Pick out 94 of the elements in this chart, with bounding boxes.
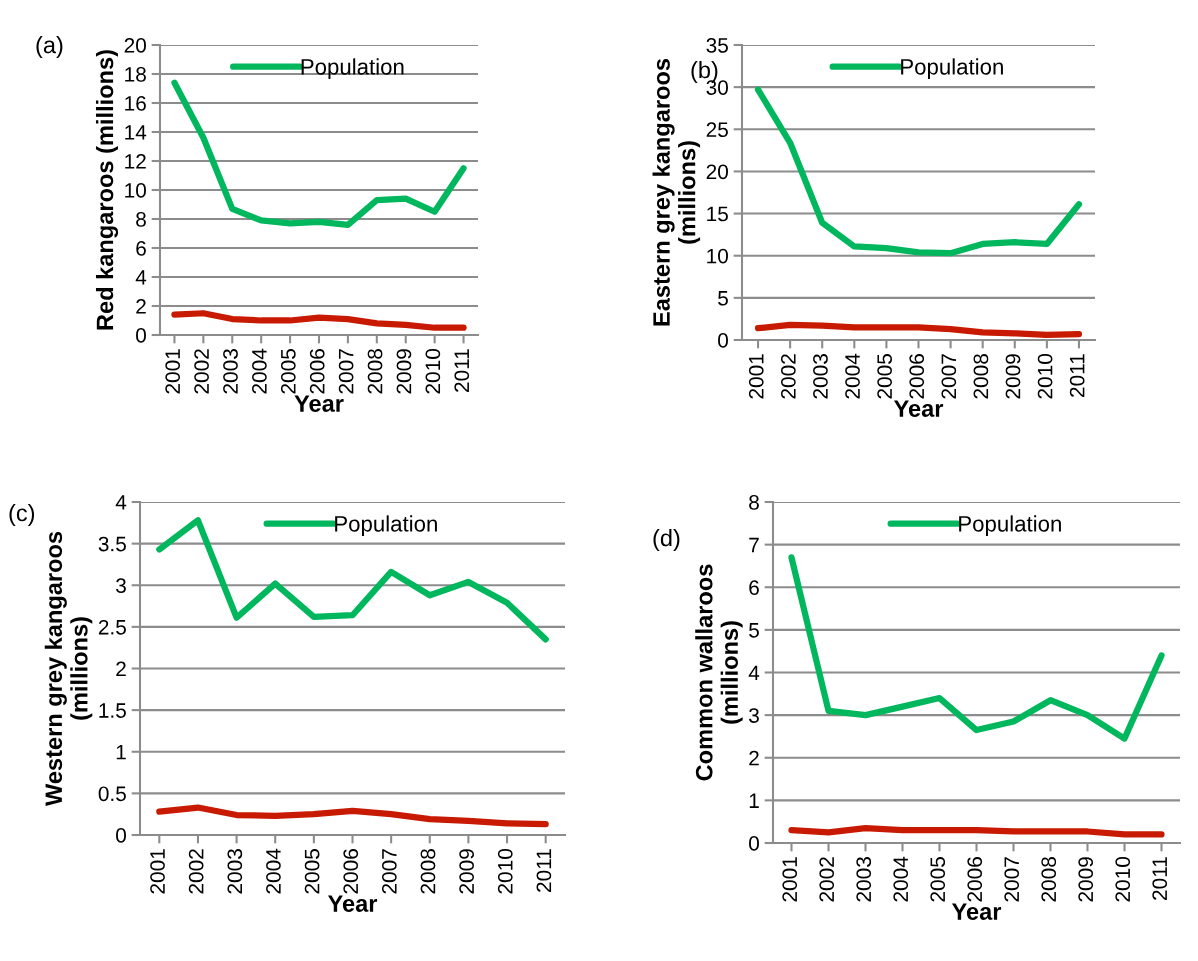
y-tick-label: 2 <box>749 750 759 766</box>
y-tick-label: 14 <box>125 125 147 140</box>
x-tick-label: 2003 <box>223 349 238 394</box>
x-tick-label: 2002 <box>780 354 796 399</box>
x-tick-label: 2011 <box>536 849 552 892</box>
x-tick-label: 2011 <box>1152 857 1168 900</box>
x-tick-label: 2001 <box>782 857 798 902</box>
y-tick-label: 8 <box>749 495 759 510</box>
y-tick-label: 6 <box>749 580 759 595</box>
x-tick-label: 2008 <box>1041 857 1057 902</box>
x-tick-label: 2009 <box>1078 857 1094 902</box>
x-tick-label: 2010 <box>1115 857 1131 902</box>
x-tick-label: 2009 <box>459 849 474 894</box>
text: (d) <box>653 528 680 551</box>
x-tick-label: 2003 <box>813 354 828 399</box>
x-axis-title: Year <box>327 895 378 912</box>
x-tick-label: 2008 <box>367 349 383 394</box>
legend-label: Population <box>335 515 437 537</box>
y-tick-label: 0 <box>749 836 759 851</box>
x-tick-label: 2011 <box>1069 354 1085 397</box>
y-tick-label: 3 <box>749 708 759 723</box>
y-tick-label: 15 <box>707 206 728 222</box>
x-tick-label: 2008 <box>973 354 989 399</box>
x-tick-label: 2004 <box>893 856 909 902</box>
y-tick-label: 16 <box>125 96 146 111</box>
y-tick-label: 2.5 <box>98 619 126 635</box>
y-tick-label: 1.5 <box>99 703 126 718</box>
x-tick-label: 2009 <box>396 349 412 394</box>
x-tick-label: 2006 <box>343 849 359 894</box>
y-tick-label: 0 <box>718 333 728 348</box>
x-tick-label: 2007 <box>338 349 354 394</box>
y-tick-label: 1 <box>749 793 759 808</box>
x-tick-label: 2005 <box>304 849 320 894</box>
y-tick-label: 12 <box>125 154 146 169</box>
x-tick-label: 2010 <box>497 849 513 894</box>
x-tick-label: 2007 <box>941 354 957 399</box>
x-tick-label: 2009 <box>1005 354 1021 399</box>
text: (a) <box>36 36 63 58</box>
x-tick-label: 2006 <box>309 349 325 394</box>
legend-label: Population <box>959 515 1061 537</box>
y-tick-label: 3 <box>116 578 126 593</box>
x-tick-label: 2001 <box>150 849 165 894</box>
x-axis-title: Year <box>893 400 944 417</box>
y-tick-label: 7 <box>749 537 759 553</box>
y-tick-label: 6 <box>136 241 146 256</box>
y-tick-label: 18 <box>125 67 146 82</box>
y-tick-label: 2 <box>116 661 126 677</box>
x-tick-label: 2005 <box>877 354 892 399</box>
x-tick-label: 2006 <box>909 354 925 399</box>
legend-label: Population <box>901 58 1003 80</box>
x-tick-label: 2001 <box>748 354 764 399</box>
x-tick-label: 2004 <box>266 848 281 894</box>
x-tick-label: 2008 <box>420 849 436 894</box>
y-tick-label: 0 <box>116 828 126 843</box>
y-tick-label: 3.5 <box>98 536 126 552</box>
y-tick-label: 20 <box>706 164 728 180</box>
x-tick-label: 2007 <box>381 849 397 894</box>
text: (c) <box>9 504 35 526</box>
x-tick-label: 2010 <box>1037 354 1053 399</box>
y-tick-label: 1 <box>116 744 126 760</box>
y-axis-title: Western grey kangaroos (millions) <box>44 531 93 807</box>
y-tick-label: 0.5 <box>98 786 126 802</box>
y-tick-label: 10 <box>125 183 146 198</box>
y-tick-label: 25 <box>706 122 728 138</box>
y-tick-label: 35 <box>706 38 728 53</box>
x-tick-label: 2005 <box>280 349 296 394</box>
x-tick-label: 2003 <box>856 857 872 902</box>
x-tick-label: 2002 <box>819 857 835 902</box>
x-tick-label: 2001 <box>165 349 181 394</box>
y-tick-label: 8 <box>136 212 146 227</box>
x-tick-label: 2002 <box>188 849 204 894</box>
x-tick-label: 2004 <box>845 353 860 399</box>
x-axis-title: Year <box>951 903 1002 920</box>
y-tick-label: 2 <box>136 299 146 314</box>
y-tick-label: 4 <box>135 270 147 285</box>
y-axis-title: Common wallaroos (millions) <box>695 564 743 781</box>
y-tick-label: 10 <box>707 248 728 264</box>
x-tick-label: 2002 <box>194 349 209 394</box>
y-tick-label: 5 <box>718 291 728 306</box>
y-tick-label: 4 <box>748 665 760 681</box>
x-tick-label: 2007 <box>1004 857 1020 902</box>
y-tick-label: 4 <box>115 495 127 510</box>
x-tick-label: 2011 <box>454 349 470 392</box>
x-tick-label: 2003 <box>227 849 243 894</box>
x-axis-title: Year <box>294 395 344 412</box>
y-tick-label: 5 <box>749 623 759 638</box>
x-tick-label: 2010 <box>425 349 441 394</box>
y-tick-label: 20 <box>124 38 146 53</box>
y-tick-label: 0 <box>136 328 146 343</box>
y-axis-title: Red kangaroos (millions) <box>95 50 119 330</box>
legend-label: Population <box>301 58 404 80</box>
x-tick-label: 2005 <box>930 857 946 902</box>
x-tick-label: 2006 <box>967 857 983 902</box>
x-tick-label: 2004 <box>252 348 267 394</box>
